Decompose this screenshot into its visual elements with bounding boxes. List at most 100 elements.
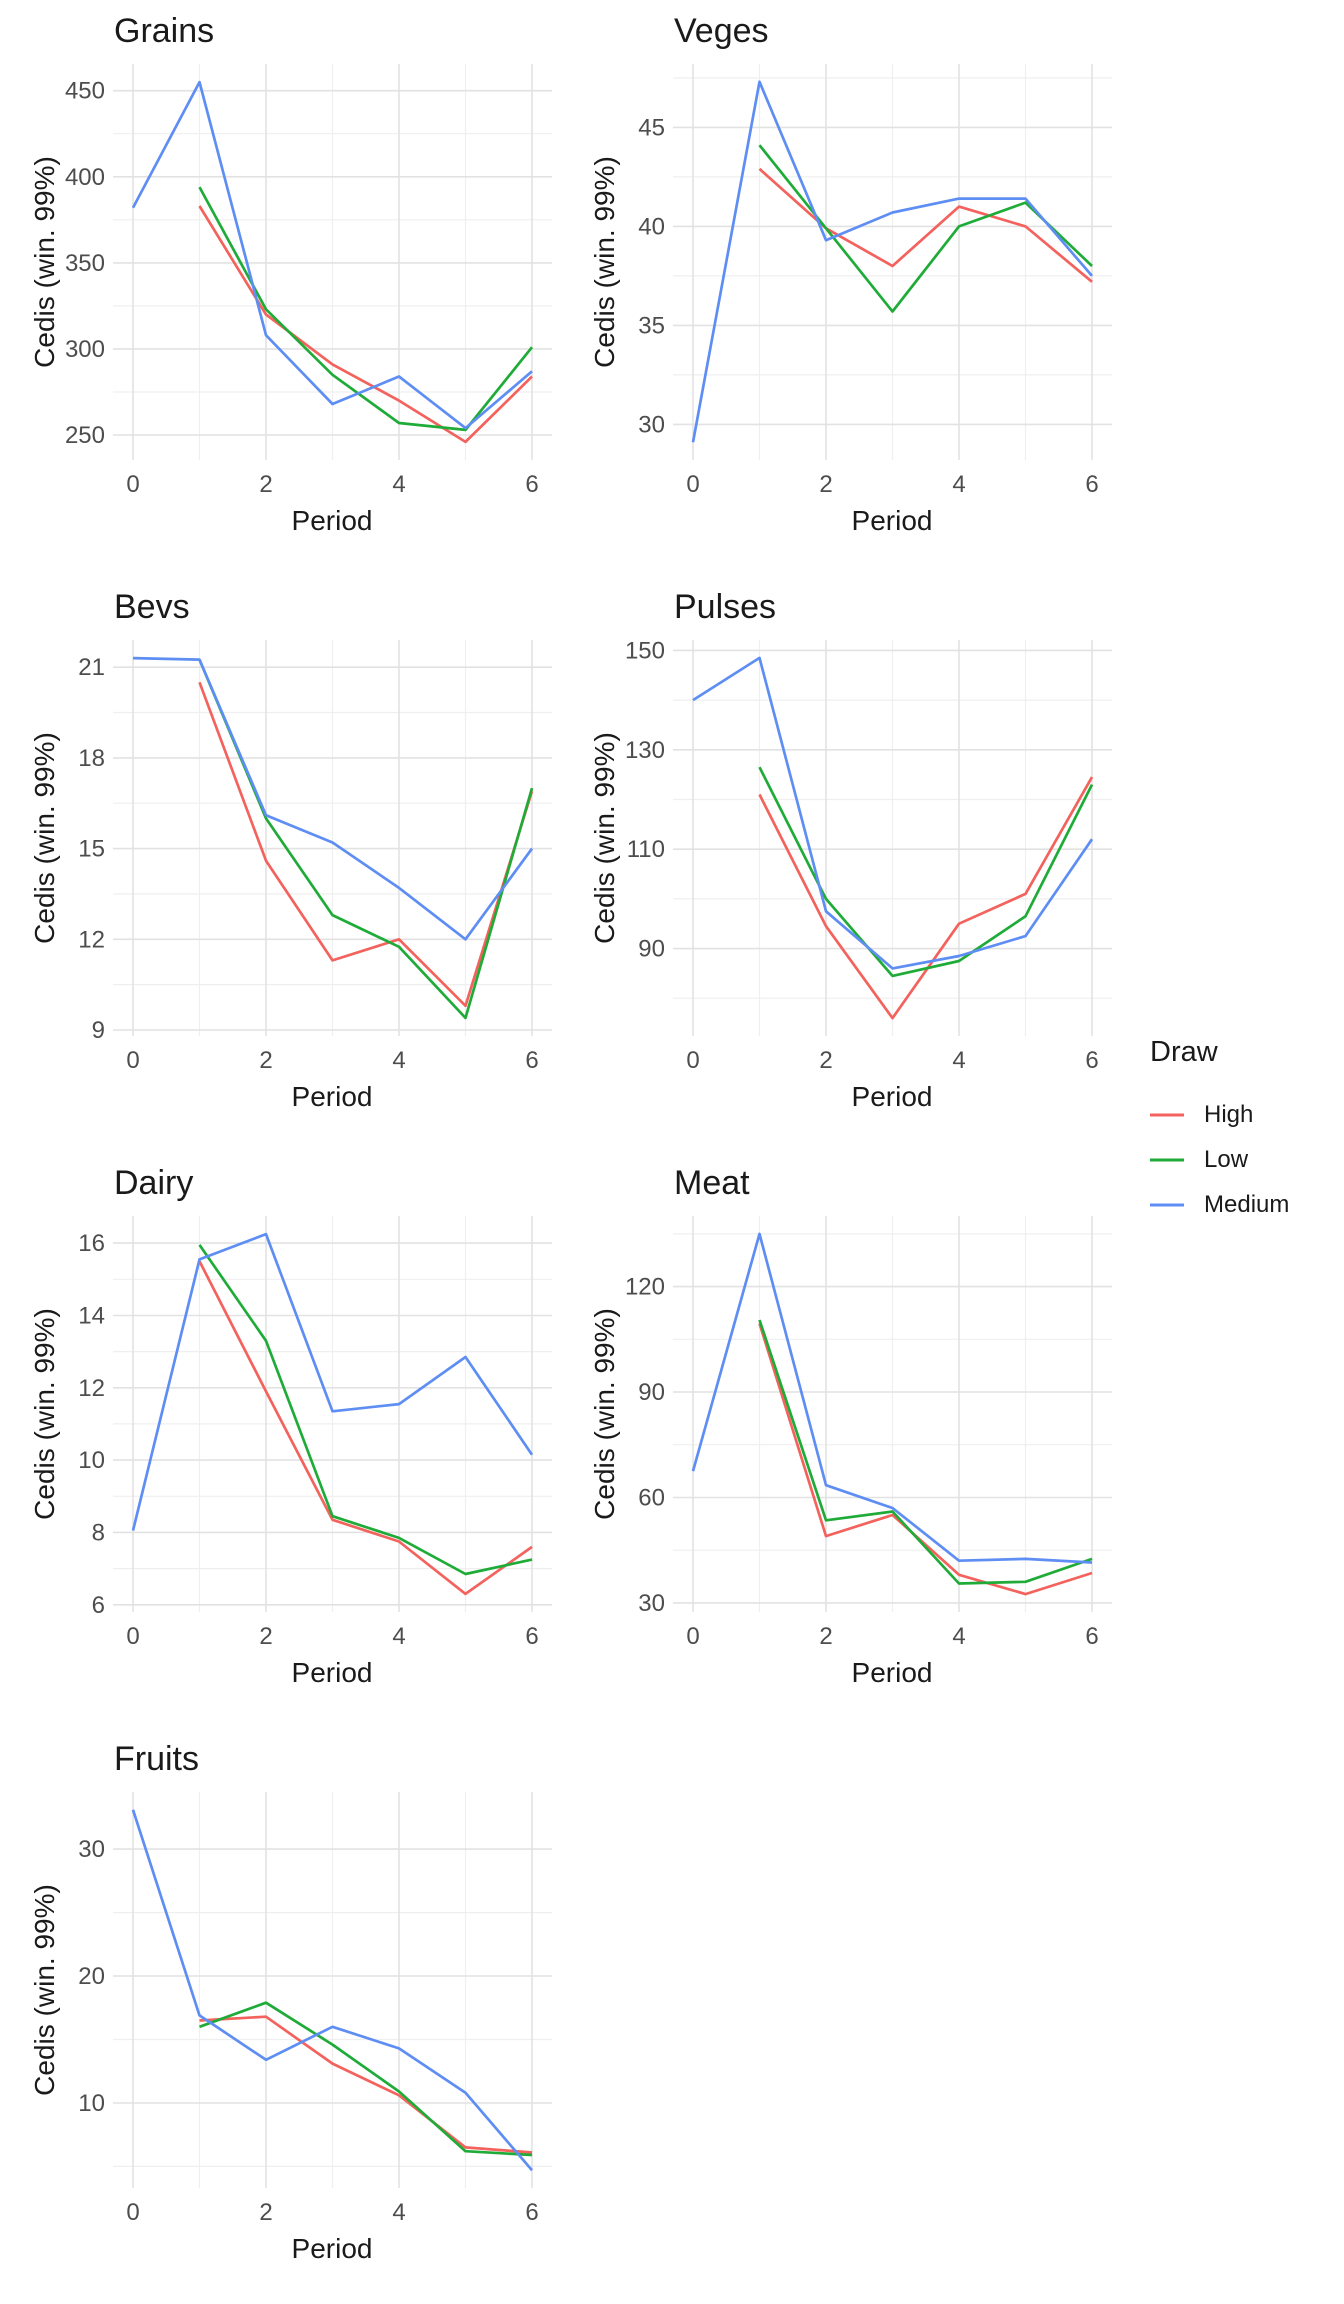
- axis-tick-labels: 6 8 10 12 14 16 0 2 4 6: [78, 1230, 538, 1650]
- x-axis-title: Period: [852, 1657, 933, 1688]
- y-tick-label: 15: [78, 836, 105, 863]
- y-tick-label: 300: [65, 336, 105, 363]
- x-tick-label: 0: [686, 471, 699, 498]
- x-axis-title: Period: [292, 505, 373, 536]
- panel-fruits: 10 20 30 0 2 4 6 Fruits Period Cedis (win. 99%…: [0, 1728, 560, 2304]
- x-axis-title: Period: [852, 1081, 933, 1112]
- series-line-high: [198, 205, 533, 444]
- y-tick-label: 250: [65, 422, 105, 449]
- series-line-high: [758, 1323, 1093, 1596]
- series-line-medium: [131, 1809, 534, 2172]
- x-axis-title: Period: [292, 1657, 373, 1688]
- x-axis-title: Period: [292, 1081, 373, 1112]
- legend-title: Draw: [1150, 1036, 1218, 1068]
- x-tick-label: 2: [819, 1047, 832, 1074]
- series-line-low: [199, 2001, 533, 2157]
- dairy-plot: 6 8 10 12 14 16 0 2 4 6 Dairy Period Cedis (win. …: [29, 1164, 552, 1688]
- x-tick-label: 4: [952, 471, 965, 498]
- x-tick-label: 6: [1085, 1623, 1098, 1650]
- x-tick-label: 0: [126, 2199, 139, 2226]
- x-tick-label: 6: [525, 471, 538, 498]
- series-line-low: [758, 1319, 1093, 1585]
- legend-item-low: Low: [1150, 1146, 1340, 1174]
- x-tick-label: 0: [126, 1047, 139, 1074]
- axis-tick-labels: 10 20 30 0 2 4 6: [78, 1836, 538, 2226]
- x-tick-label: 0: [686, 1047, 699, 1074]
- panel-title: Veges: [674, 12, 769, 50]
- x-tick-label: 2: [259, 1623, 272, 1650]
- y-tick-label: 110: [627, 836, 665, 863]
- x-tick-label: 6: [525, 2199, 538, 2226]
- gridlines: [113, 640, 552, 1036]
- y-tick-label: 10: [78, 1447, 105, 1474]
- gridlines: [673, 64, 1112, 460]
- series-line-low: [198, 1244, 533, 1576]
- x-tick-label: 2: [259, 2199, 272, 2226]
- y-tick-label: 12: [78, 1375, 105, 1402]
- x-tick-label: 6: [1085, 1047, 1098, 1074]
- panel-veges: 30 35 40 45 0 2 4 6 Veges Period Cedis (win. 99…: [560, 0, 1120, 576]
- y-tick-label: 130: [625, 737, 665, 764]
- data-lines: [691, 1232, 1093, 1596]
- data-lines: [132, 656, 534, 1020]
- panel-bevs: 9 12 15 18 21 0 2 4 6 Bevs Period Cedis (win. 99…: [0, 576, 560, 1152]
- x-axis-title: Period: [292, 2233, 373, 2264]
- veges-plot: 30 35 40 45 0 2 4 6 Veges Period Cedis (win. 99…: [589, 12, 1112, 536]
- y-tick-label: 20: [78, 1963, 105, 1990]
- y-tick-label: 400: [65, 164, 105, 191]
- data-lines: [131, 1809, 534, 2172]
- panel-meat: 30 60 90 120 0 2 4 6 Meat Period Cedis (win. 99…: [560, 1152, 1120, 1728]
- panel-pulses: 90 110 130 150 0 2 4 6 Pulses Period Cedis (win…: [560, 576, 1120, 1152]
- y-axis-title: Cedis (win. 99%): [589, 732, 620, 944]
- series-line-medium: [131, 80, 533, 430]
- y-tick-label: 21: [78, 654, 105, 681]
- y-tick-label: 16: [78, 1230, 105, 1257]
- panel-title: Grains: [114, 12, 214, 50]
- y-tick-label: 90: [638, 1379, 665, 1406]
- x-tick-label: 0: [686, 1623, 699, 1650]
- gridlines: [673, 640, 1112, 1036]
- y-tick-label: 18: [78, 745, 105, 772]
- x-tick-label: 2: [819, 1623, 832, 1650]
- series-line-medium: [692, 656, 1094, 970]
- legend: Draw High Low Medium: [1150, 1036, 1340, 1236]
- y-tick-label: 14: [78, 1303, 105, 1330]
- x-tick-label: 0: [126, 1623, 139, 1650]
- panel-title: Meat: [674, 1164, 750, 1202]
- y-tick-label: 30: [638, 411, 665, 438]
- y-axis-title: Cedis (win. 99%): [589, 1308, 620, 1520]
- series-line-high: [758, 167, 1093, 283]
- panel-dairy: 6 8 10 12 14 16 0 2 4 6 Dairy Period Cedis (win. …: [0, 1152, 560, 1728]
- legend-item-label: High: [1204, 1101, 1254, 1128]
- y-tick-label: 30: [638, 1590, 665, 1617]
- x-axis-title: Period: [852, 505, 933, 536]
- y-tick-label: 90: [638, 936, 665, 963]
- panel-title: Dairy: [114, 1164, 193, 1202]
- y-axis-title: Cedis (win. 99%): [29, 1308, 60, 1520]
- series-line-low: [758, 766, 1094, 978]
- legend-item-label: Low: [1204, 1146, 1249, 1173]
- axis-tick-labels: 250 300 350 400 450 0 2 4 6: [65, 78, 539, 498]
- data-lines: [691, 80, 1094, 443]
- gridlines: [113, 1216, 552, 1612]
- y-tick-label: 30: [78, 1836, 105, 1863]
- x-tick-label: 4: [952, 1623, 965, 1650]
- x-tick-label: 2: [259, 1047, 272, 1074]
- y-tick-label: 120: [625, 1274, 665, 1301]
- axis-tick-labels: 30 35 40 45 0 2 4 6: [638, 114, 1098, 498]
- series-line-low: [198, 186, 534, 432]
- series-line-medium: [691, 80, 1094, 443]
- y-axis-title: Cedis (win. 99%): [29, 1884, 60, 2096]
- data-lines: [131, 80, 534, 444]
- y-tick-label: 12: [78, 926, 105, 953]
- legend-key-line-icon: [1150, 1203, 1184, 1207]
- y-tick-label: 8: [92, 1519, 105, 1546]
- gridlines: [673, 1216, 1112, 1612]
- series-line-medium: [691, 1232, 1093, 1564]
- grains-plot: 250 300 350 400 450 0 2 4 6 Grains Period Cedis …: [29, 12, 552, 536]
- x-tick-label: 2: [819, 471, 832, 498]
- legend-item-medium: Medium: [1150, 1191, 1340, 1219]
- data-lines: [131, 1232, 534, 1596]
- series-line-high: [198, 681, 534, 1008]
